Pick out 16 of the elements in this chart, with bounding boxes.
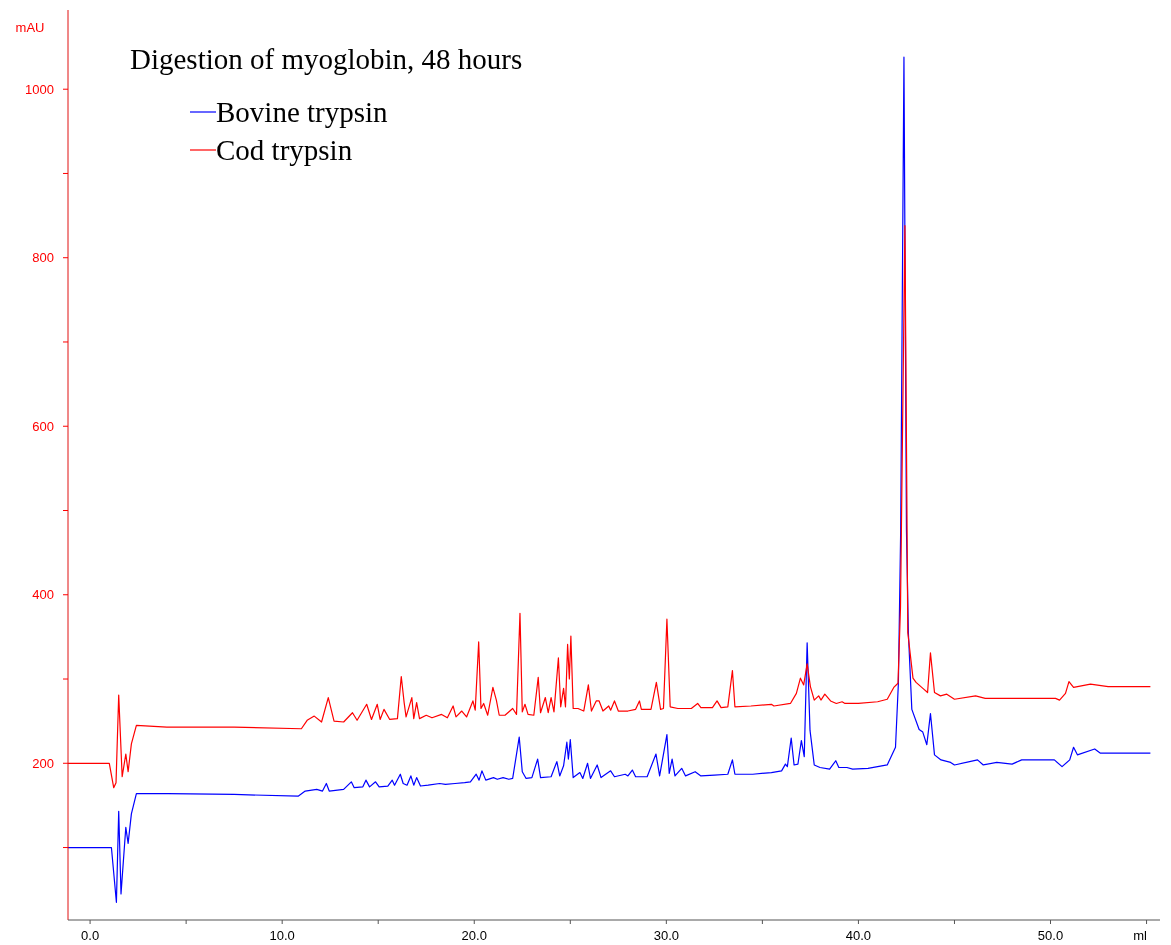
y-tick-label: 600 [32, 418, 54, 434]
x-tick-label: 10.0 [269, 928, 295, 943]
x-tick-label: 50.0 [1037, 928, 1064, 943]
y-tick-label: 400 [32, 587, 54, 603]
x-tick-label: 40.0 [845, 928, 872, 943]
x-tick-label: 30.0 [653, 928, 679, 943]
x-tick-label: 0.0 [81, 928, 100, 943]
legend-label: Cod trypsin [216, 134, 353, 167]
y-tick-label: 200 [32, 755, 54, 771]
x-tick-label: 20.0 [461, 928, 487, 943]
x-axis-title: ml [1133, 928, 1147, 943]
y-axis-title: mAU [15, 20, 45, 35]
y-tick-label: 1000 [25, 81, 54, 97]
legend-label: Bovine trypsin [216, 96, 389, 129]
y-tick-label: 800 [32, 250, 54, 266]
text: Digestion of myoglobin, 48 hours [130, 43, 523, 75]
